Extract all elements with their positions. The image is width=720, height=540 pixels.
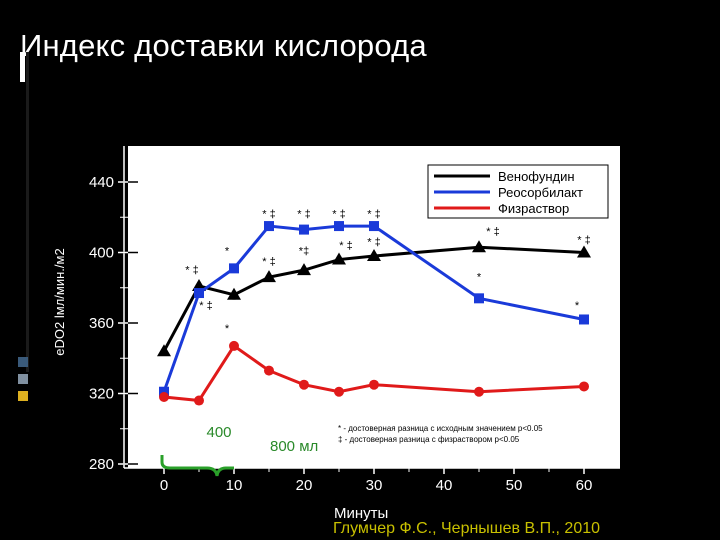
significance-mark: * ‡: [262, 208, 275, 220]
significance-mark: * ‡: [185, 265, 198, 277]
legend-label-2: Реосорбилакт: [498, 185, 583, 200]
decor-square: [18, 391, 28, 401]
data-point-circle: [474, 386, 484, 397]
data-point-circle: [334, 386, 344, 397]
significance-mark: * ‡: [262, 256, 275, 268]
significance-mark: * ‡: [297, 208, 310, 220]
data-point-square: [264, 221, 274, 232]
x-tick-label: 60: [576, 477, 593, 494]
y-tick-label: 320: [89, 386, 114, 403]
data-point-square: [299, 224, 309, 235]
significance-mark: * ‡: [339, 240, 352, 252]
data-point-circle: [299, 379, 309, 390]
significance-mark: * ‡: [577, 235, 590, 247]
y-tick-label: 280: [89, 456, 114, 473]
significance-mark: *: [225, 323, 230, 335]
significance-mark: *: [477, 272, 482, 284]
legend-label-1: Венофундин: [498, 169, 575, 184]
y-axis-label: eDO2 lмл/мин./м2: [52, 248, 67, 355]
data-point-square: [159, 386, 169, 397]
decor-square: [18, 357, 28, 367]
data-point-square: [474, 293, 484, 304]
volume-label-800: 800 мл: [270, 438, 318, 455]
data-point-circle: [369, 379, 379, 390]
data-point-triangle: [262, 270, 276, 283]
legend-label-3: Физраствор: [498, 201, 569, 216]
y-tick-label: 400: [89, 245, 114, 262]
decor-square: [18, 374, 28, 384]
significance-mark: * ‡: [367, 236, 380, 248]
x-tick-label: 10: [226, 477, 243, 494]
data-point-circle: [579, 381, 589, 392]
x-axis-label: Минуты: [334, 505, 388, 522]
x-tick-label: 50: [506, 477, 523, 494]
data-point-square: [229, 263, 239, 274]
significance-mark: * ‡: [367, 208, 380, 220]
volume-bracket: [160, 455, 234, 477]
significance-mark: *: [225, 245, 230, 257]
significance-mark: * ‡: [486, 226, 499, 238]
data-point-triangle: [227, 287, 241, 300]
y-tick-label: 360: [89, 315, 114, 332]
citation: Глумчер Ф.С., Чернышев В.П., 2010: [333, 520, 601, 537]
data-point-triangle: [157, 344, 171, 357]
significance-mark: * ‡: [199, 300, 212, 312]
data-point-triangle: [192, 278, 206, 291]
data-point-triangle: [332, 252, 346, 265]
data-point-triangle: [367, 249, 381, 262]
page-title: Индекс доставки кислорода: [20, 28, 427, 63]
footnote-1: * - достоверная разница с исходным значе…: [338, 424, 543, 433]
significance-mark: *: [575, 300, 580, 312]
data-point-square: [194, 288, 204, 299]
x-tick-label: 30: [366, 477, 383, 494]
data-point-circle: [159, 392, 169, 403]
data-point-square: [369, 221, 379, 232]
x-tick-label: 40: [436, 477, 453, 494]
data-point-square: [334, 221, 344, 232]
data-point-triangle: [577, 245, 591, 258]
y-tick-label: 440: [89, 174, 114, 191]
significance-mark: *: [232, 295, 237, 307]
volume-label-400: 400: [206, 424, 231, 441]
data-point-square: [579, 314, 589, 325]
footnote-2: ‡ - достоверная разница с физраствором р…: [338, 435, 520, 444]
decor-bar: [20, 52, 25, 82]
x-tick-label: 0: [160, 477, 168, 494]
data-point-circle: [229, 340, 239, 351]
data-point-triangle: [297, 263, 311, 276]
data-point-circle: [194, 395, 204, 406]
data-point-circle: [264, 365, 274, 376]
significance-mark: * ‡: [332, 208, 345, 220]
data-point-triangle: [472, 240, 486, 253]
significance-mark: *‡: [299, 245, 309, 257]
x-tick-label: 20: [296, 477, 313, 494]
decor-bar: [26, 52, 29, 372]
